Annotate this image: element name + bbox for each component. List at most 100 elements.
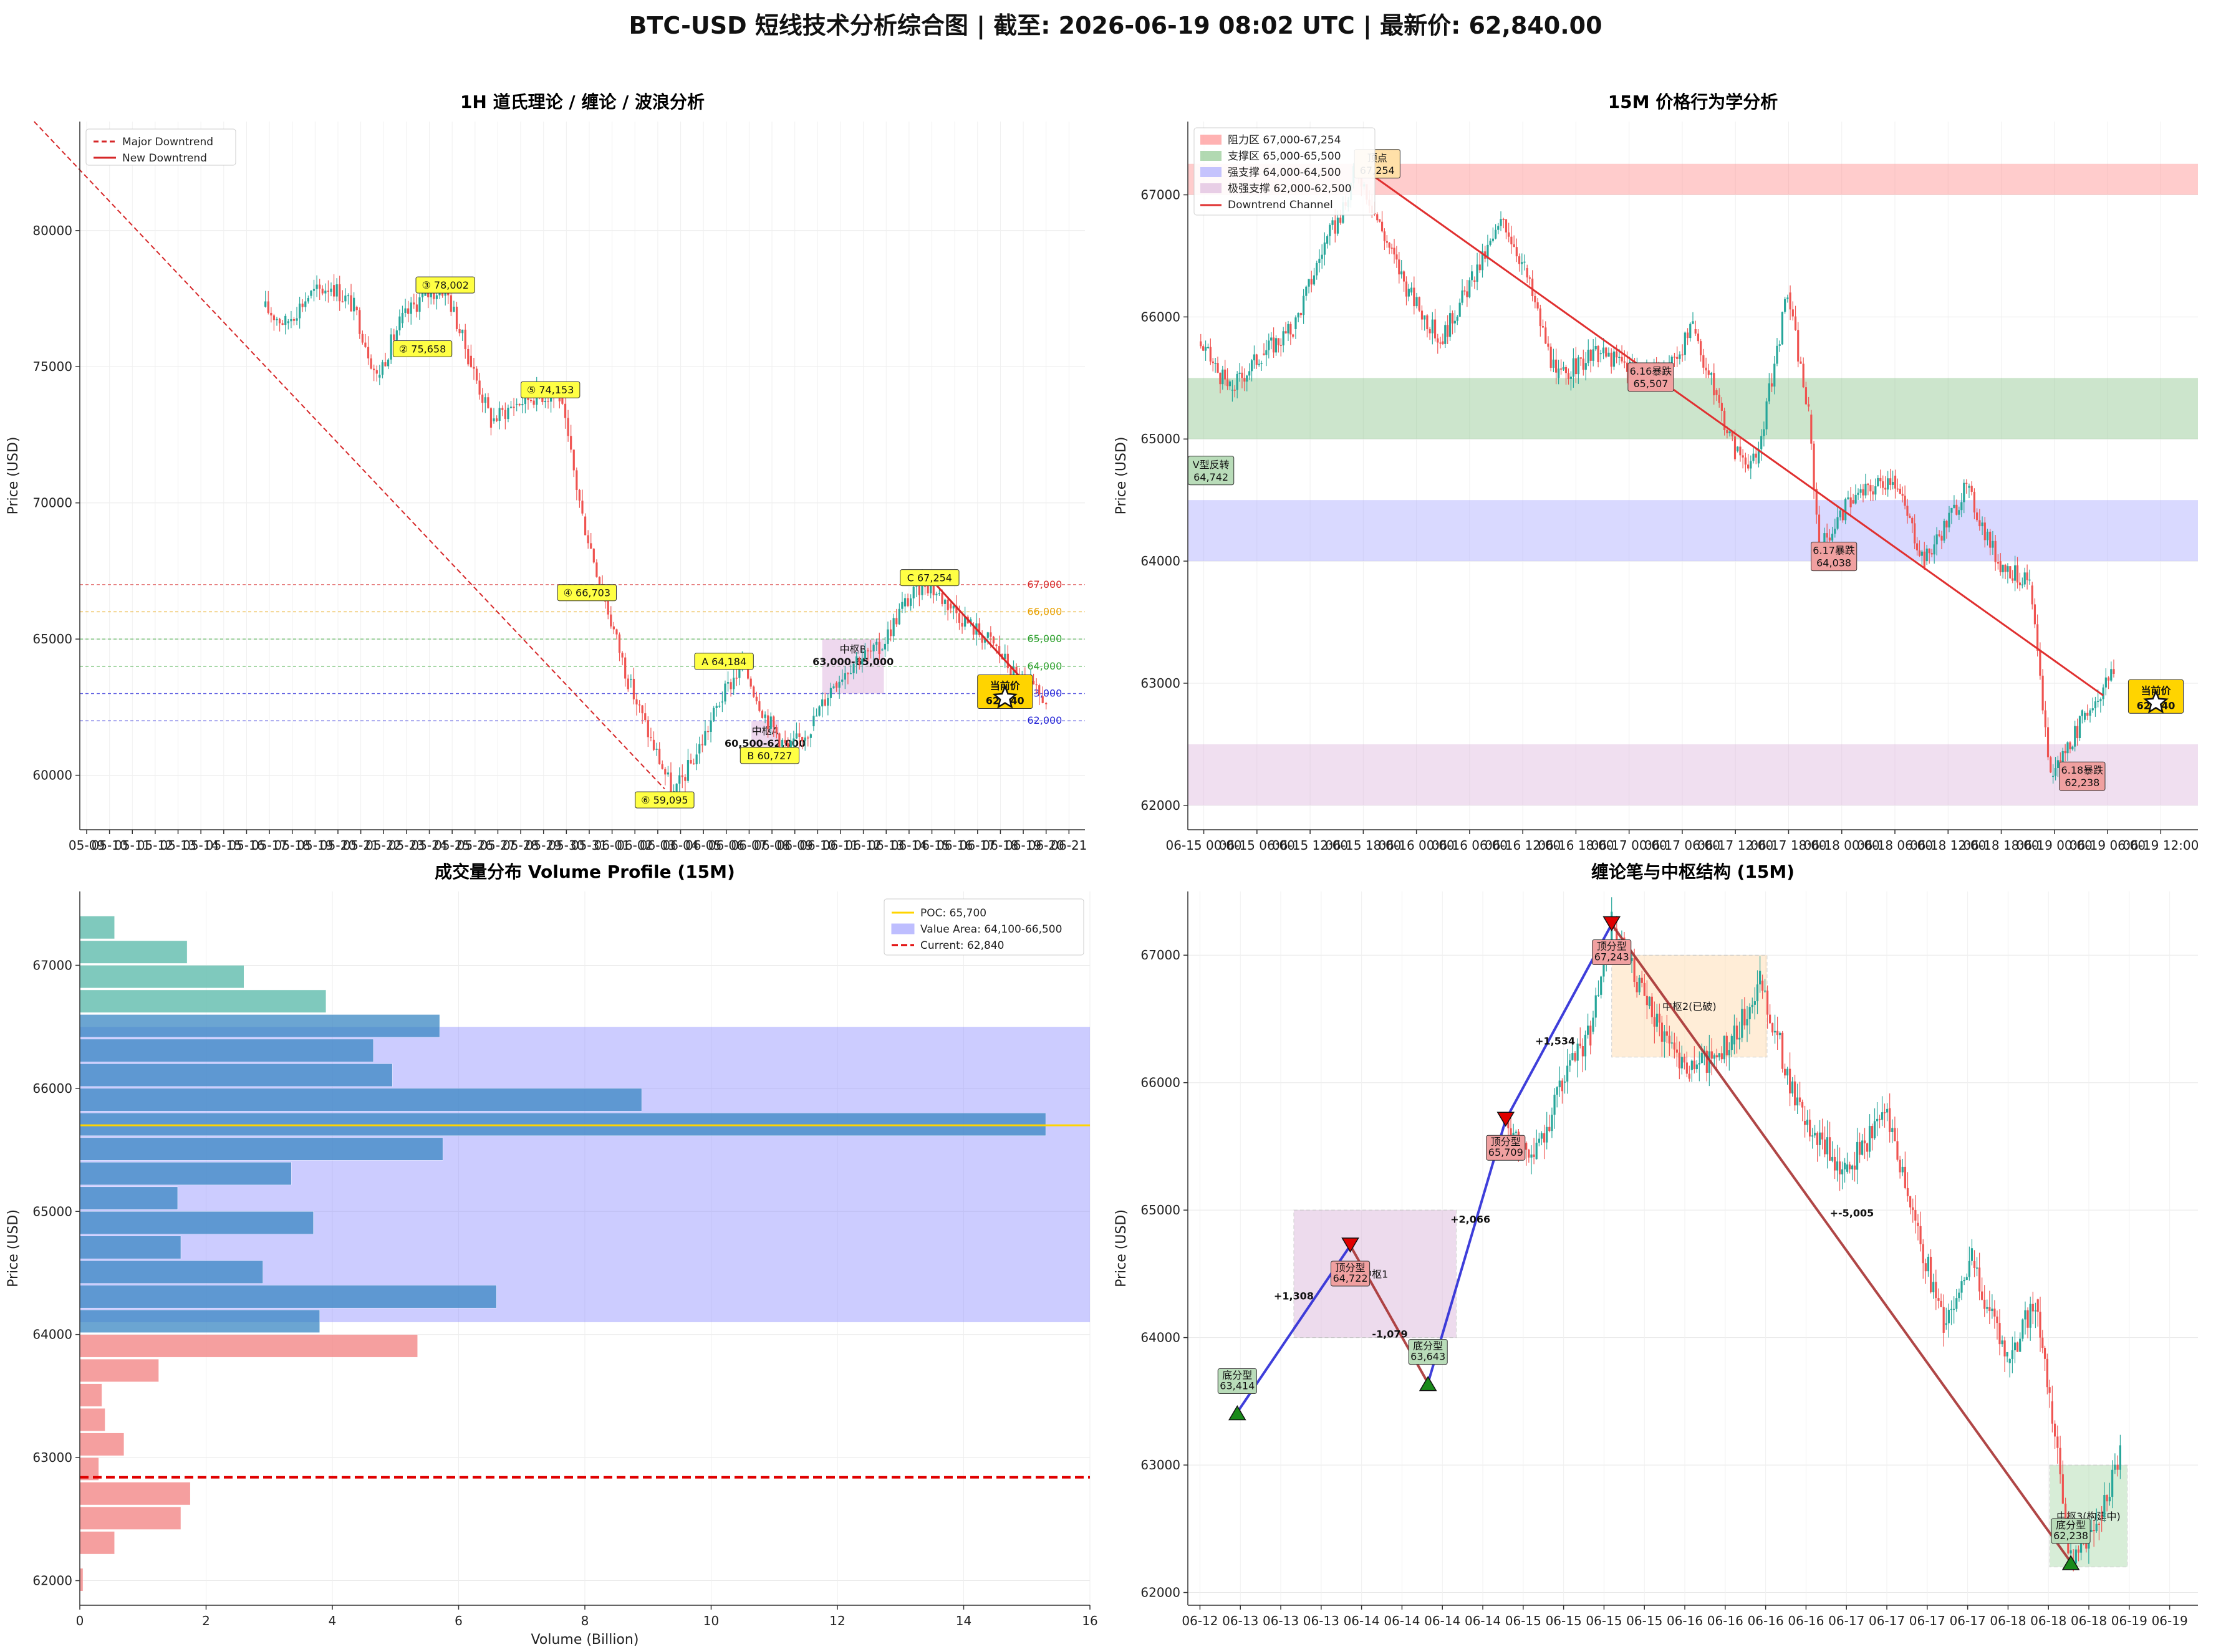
- x-tick-label: 06-17: [960, 838, 996, 853]
- candle-body: [1681, 354, 1684, 356]
- top-fractal-label: 67,243: [1594, 951, 1629, 963]
- y-tick-label: 60000: [32, 768, 72, 783]
- candle-body: [1968, 1261, 1970, 1277]
- candle-body: [1707, 370, 1710, 375]
- candle-body: [1991, 1309, 1993, 1312]
- candle-body: [2016, 565, 2019, 583]
- x-tick-label: 06-15: [1505, 1613, 1541, 1628]
- panel-2-axes: 62000 63000 64000 65000 66000 67000 06-15 00:0…: [1140, 122, 2199, 853]
- candle-body: [1776, 345, 1778, 364]
- y-tick-label: 64000: [32, 1327, 72, 1342]
- candle-body: [950, 603, 952, 609]
- volume-bar: [79, 1383, 102, 1407]
- candle-body: [1802, 363, 1805, 388]
- x-tick-label: 06-09: [777, 838, 813, 853]
- candle-body: [903, 598, 907, 607]
- x-tick-label: 06-18: [2030, 1613, 2066, 1628]
- candle-body: [1305, 286, 1308, 296]
- candle-body: [1653, 1017, 1655, 1027]
- candle-body: [887, 629, 889, 644]
- x-tick-label: 06-16: [1667, 1613, 1703, 1628]
- candle-body: [2101, 1515, 2103, 1518]
- candle-body: [2044, 710, 2046, 728]
- candle-body: [1584, 363, 1587, 370]
- panel-3-axes: 62000 63000 64000 65000 66000 67000 0 2 4 6 8 10 12 1…: [32, 891, 1098, 1628]
- candle-body: [1996, 1316, 1998, 1323]
- x-tick-label: 06-18: [982, 838, 1018, 853]
- candle-body: [1873, 1121, 1876, 1138]
- x-tick-label: 06-19 00:00: [2017, 838, 2093, 853]
- candle-body: [961, 623, 963, 627]
- candle-body: [2074, 1549, 2077, 1564]
- candle-body: [1214, 363, 1217, 364]
- candle-body: [852, 663, 855, 673]
- candle-body: [1556, 1087, 1558, 1095]
- candle-body: [1497, 226, 1500, 230]
- volume-bar: [79, 1162, 292, 1186]
- candle-body: [470, 355, 472, 367]
- candle-body: [1818, 514, 1821, 552]
- candle-body: [655, 749, 658, 750]
- candle-body: [1791, 309, 1794, 317]
- candle-body: [2093, 1530, 2095, 1532]
- candle-body: [1733, 436, 1737, 459]
- x-tick-label: 05-26: [457, 838, 493, 853]
- candle-body: [1906, 506, 1909, 516]
- candle-body: [1747, 464, 1750, 469]
- candle-body: [944, 599, 947, 604]
- candle-body: [821, 699, 824, 707]
- x-tick-label: 16: [1082, 1613, 1097, 1628]
- candle-body: [2039, 650, 2041, 676]
- candle-body: [1310, 279, 1313, 285]
- candle-body: [2094, 701, 2097, 709]
- candle-body: [981, 635, 983, 643]
- candle-body: [1521, 262, 1523, 264]
- candle-body: [272, 315, 276, 320]
- candle-body: [615, 629, 618, 635]
- candle-body: [2097, 701, 2099, 703]
- candle-body: [435, 295, 438, 299]
- x-tick-label: 05-30: [548, 838, 584, 853]
- bi-change-label: +2,066: [1450, 1214, 1490, 1226]
- candle-body: [1535, 1143, 1538, 1160]
- candle-body: [2099, 699, 2102, 701]
- candle-body: [2114, 1464, 2116, 1470]
- x-tick-label: 06-12: [846, 838, 882, 853]
- candle-body: [912, 587, 915, 598]
- candle-body: [2014, 565, 2017, 581]
- candle-body: [2053, 1423, 2056, 1437]
- wave-annotation-box: [392, 340, 453, 357]
- candle-body: [501, 408, 504, 410]
- candle-body: [1986, 1307, 1988, 1309]
- candle-body: [1833, 1156, 1836, 1171]
- candle-body: [1784, 299, 1786, 312]
- candle-body: [478, 380, 481, 395]
- candle-body: [1904, 496, 1906, 506]
- y-tick-label: 66000: [1140, 309, 1180, 324]
- candle-body: [1426, 315, 1429, 330]
- candle-body: [518, 403, 521, 406]
- candle-body: [1270, 337, 1273, 341]
- candle-body: [1760, 436, 1763, 449]
- candle-body: [1960, 502, 1963, 511]
- candle-body: [2064, 751, 2066, 754]
- top-fractal-label-box: [1486, 1135, 1526, 1161]
- candle-body: [299, 304, 301, 319]
- price-action-annotation: V型反转: [1193, 459, 1230, 471]
- x-tick-label: 06-19: [2152, 1613, 2188, 1628]
- price-zone: [1188, 744, 2198, 805]
- candle-body: [864, 650, 866, 659]
- bottom-fractal-label-box: [1217, 1368, 1257, 1394]
- volume-bar: [79, 1236, 181, 1259]
- candle-body: [1321, 254, 1323, 259]
- candle-body: [1930, 553, 1933, 555]
- candle-body: [1515, 1131, 1517, 1133]
- volume-bar: [79, 1358, 159, 1382]
- candle-body: [801, 736, 804, 741]
- candle-body: [930, 586, 932, 593]
- x-tick-label: 10: [703, 1613, 719, 1628]
- candle-body: [1813, 1133, 1816, 1136]
- candle-body: [749, 678, 752, 687]
- candle-body: [2011, 1350, 2013, 1359]
